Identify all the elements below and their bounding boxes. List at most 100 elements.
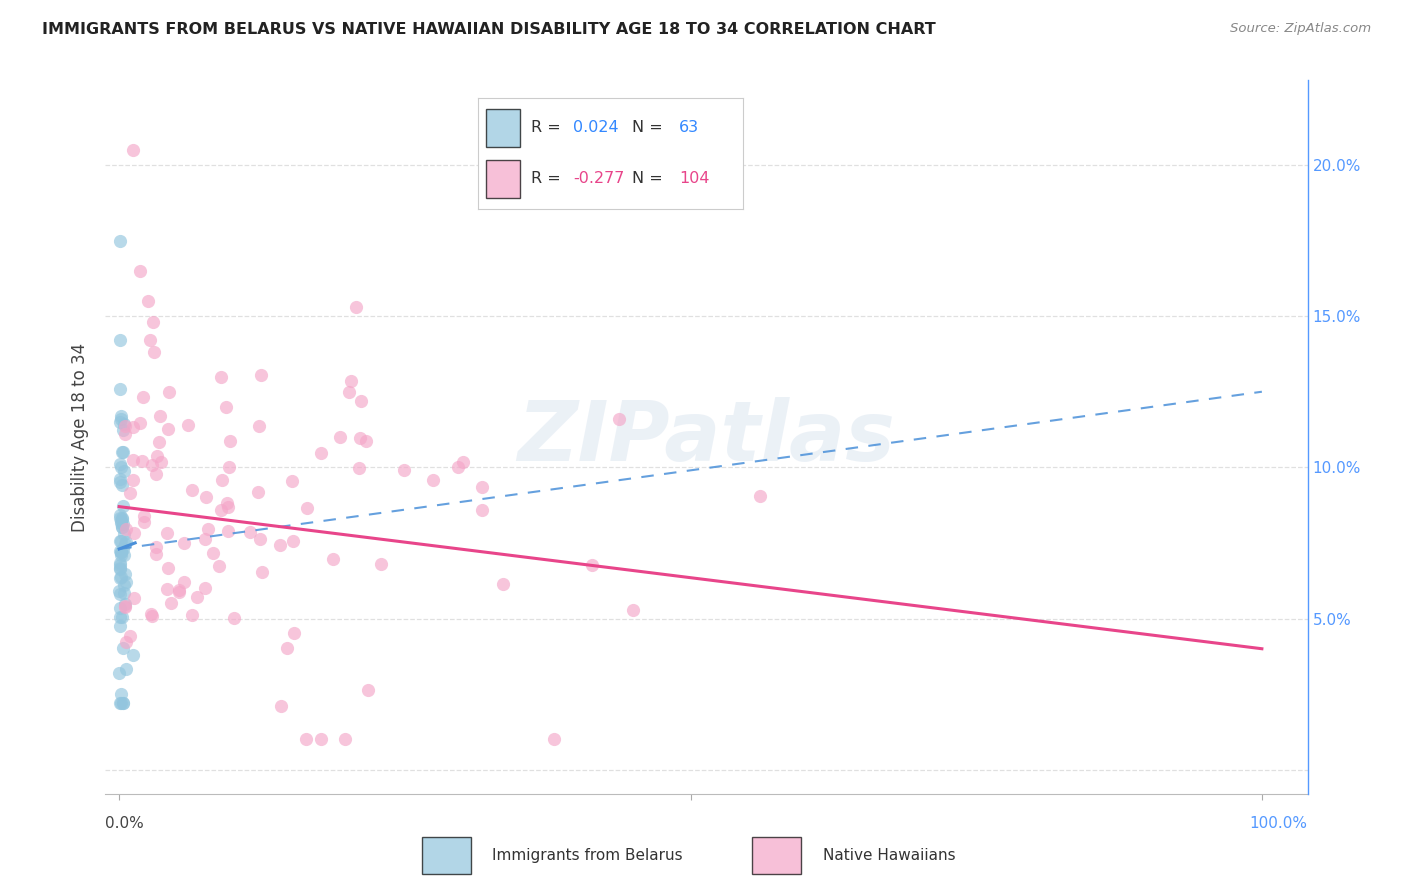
Text: Source: ZipAtlas.com: Source: ZipAtlas.com xyxy=(1230,22,1371,36)
Point xyxy=(112,577,135,591)
Point xyxy=(122,648,145,662)
Point xyxy=(217,524,239,538)
Point xyxy=(111,445,134,459)
Point xyxy=(297,500,319,515)
Point xyxy=(110,234,132,248)
Point xyxy=(111,511,134,525)
Point xyxy=(110,544,132,558)
Point xyxy=(748,488,770,502)
Point xyxy=(186,591,208,605)
Point xyxy=(492,577,515,591)
Point xyxy=(111,696,134,710)
Point xyxy=(110,459,132,474)
Point xyxy=(281,474,304,488)
Point xyxy=(609,411,631,425)
Text: IMMIGRANTS FROM BELARUS VS NATIVE HAWAIIAN DISABILITY AGE 18 TO 34 CORRELATION C: IMMIGRANTS FROM BELARUS VS NATIVE HAWAII… xyxy=(42,22,936,37)
Point xyxy=(114,567,136,582)
Point xyxy=(111,696,134,710)
Point xyxy=(157,385,180,400)
Point xyxy=(217,500,239,515)
Y-axis label: Disability Age 18 to 34: Disability Age 18 to 34 xyxy=(72,343,90,532)
Text: 0.0%: 0.0% xyxy=(105,816,145,831)
Point xyxy=(111,520,134,534)
Text: 0.024: 0.024 xyxy=(574,120,619,136)
Text: R =: R = xyxy=(531,171,565,186)
Point xyxy=(173,574,195,589)
Point xyxy=(108,571,131,585)
Point xyxy=(111,516,134,531)
Point xyxy=(194,533,217,547)
Point xyxy=(283,626,305,640)
Point xyxy=(295,731,318,746)
Point xyxy=(309,446,332,460)
Point xyxy=(121,473,143,487)
FancyBboxPatch shape xyxy=(752,838,801,873)
Point xyxy=(329,430,352,444)
Point xyxy=(276,640,298,655)
Point xyxy=(108,665,131,680)
Point xyxy=(110,696,132,710)
Point xyxy=(110,475,132,489)
Point xyxy=(354,434,377,448)
Point xyxy=(110,545,132,559)
Point xyxy=(150,455,173,469)
Point xyxy=(148,435,170,450)
Point xyxy=(112,586,135,600)
FancyBboxPatch shape xyxy=(486,109,520,147)
Point xyxy=(136,293,159,308)
Point xyxy=(114,427,136,442)
Text: 100.0%: 100.0% xyxy=(1250,816,1308,831)
Point xyxy=(195,490,218,504)
Point xyxy=(349,431,371,445)
Point xyxy=(145,547,167,561)
Point xyxy=(122,526,145,541)
Point xyxy=(120,628,142,642)
Text: 104: 104 xyxy=(679,171,710,186)
Point xyxy=(471,503,494,517)
Point xyxy=(114,537,136,551)
Point xyxy=(156,526,179,541)
Text: 63: 63 xyxy=(679,120,699,136)
Point xyxy=(621,602,644,616)
Point xyxy=(543,732,565,747)
Point xyxy=(112,417,135,431)
Point xyxy=(110,545,132,559)
Point xyxy=(111,445,134,459)
Point xyxy=(108,472,131,486)
Point xyxy=(134,516,156,530)
Point xyxy=(112,541,135,556)
Point xyxy=(108,382,131,396)
Point xyxy=(122,453,145,467)
Point xyxy=(110,570,132,584)
Point xyxy=(270,698,292,713)
Point xyxy=(208,558,231,573)
Point xyxy=(110,696,132,710)
Point xyxy=(252,565,274,579)
Point xyxy=(115,635,138,649)
Point xyxy=(112,465,135,479)
Point xyxy=(110,548,132,562)
Point xyxy=(145,467,167,481)
Point xyxy=(141,608,163,623)
Point xyxy=(349,393,371,408)
Point xyxy=(111,478,134,492)
Point xyxy=(124,591,146,605)
Point xyxy=(201,546,224,560)
Point xyxy=(114,419,136,434)
Point xyxy=(110,334,132,348)
Point xyxy=(139,333,162,347)
Point xyxy=(110,619,132,633)
Text: Immigrants from Belarus: Immigrants from Belarus xyxy=(492,848,683,863)
Point xyxy=(111,610,134,624)
Point xyxy=(180,607,202,622)
Point xyxy=(392,463,415,477)
Point xyxy=(114,534,136,549)
Point xyxy=(114,597,136,611)
Point xyxy=(335,732,357,747)
FancyBboxPatch shape xyxy=(486,160,520,198)
Point xyxy=(111,520,134,534)
Point xyxy=(219,434,242,448)
Point xyxy=(173,536,195,550)
Point xyxy=(110,558,132,573)
Point xyxy=(111,423,134,437)
